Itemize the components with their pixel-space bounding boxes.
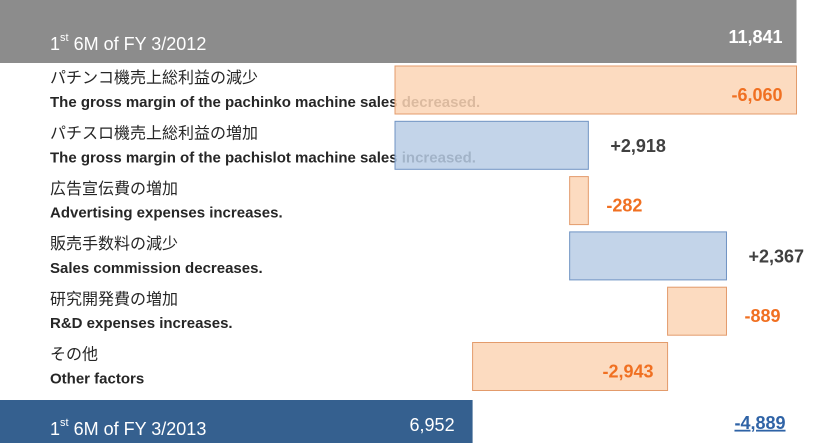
step-value: +2,918: [610, 136, 666, 156]
category-jp: パチンコ機売上総利益の減少: [50, 69, 258, 87]
category-en: Sales commission decreases.: [50, 260, 263, 277]
net-value: -4,889: [734, 413, 785, 433]
end-bar: [0, 400, 473, 443]
category-jp: その他: [50, 346, 98, 364]
category-en: Other factors: [50, 370, 144, 387]
start-value: 11,841: [728, 27, 782, 47]
step-bar: [569, 176, 589, 226]
step-value: +2,367: [748, 247, 804, 267]
start-label: 1st 6M of FY 3/2012: [50, 32, 206, 54]
category-jp: パチスロ機売上総利益の増加: [50, 125, 258, 143]
end-value: 6,952: [410, 415, 455, 435]
category-jp: 販売手数料の減少: [50, 235, 178, 253]
step-bar: [394, 65, 798, 115]
category-en: Advertising expenses increases.: [50, 205, 283, 222]
step-bar: [667, 286, 727, 336]
step-value: -2,943: [603, 361, 654, 381]
category-jp: 研究開発費の増加: [50, 290, 178, 308]
step-value: -889: [744, 306, 780, 326]
category-en: R&D expenses increases.: [50, 315, 233, 332]
category-en: The gross margin of the pachislot machin…: [50, 149, 476, 166]
step-value: -282: [606, 195, 642, 215]
category-en: The gross margin of the pachinko machine…: [50, 94, 480, 111]
category-jp: 広告宣伝費の増加: [50, 180, 178, 198]
end-label: 1st 6M of FY 3/2013: [50, 417, 206, 439]
step-bar: [472, 342, 669, 391]
step-bar: [394, 120, 589, 170]
step-bar: [569, 231, 727, 281]
step-value: -6,060: [731, 85, 782, 105]
start-bar: [0, 0, 797, 63]
